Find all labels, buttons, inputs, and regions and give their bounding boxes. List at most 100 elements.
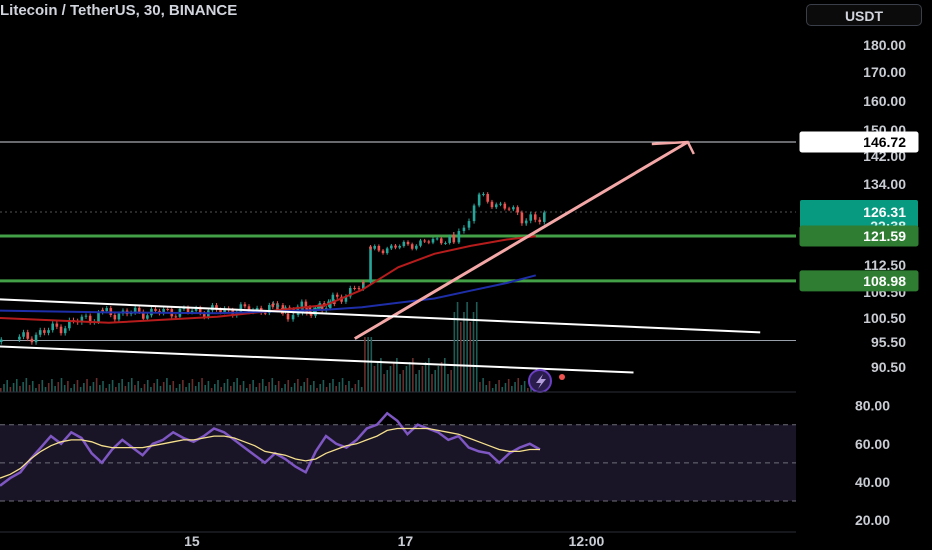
volume-bar [300,386,302,392]
volume-bar [166,378,168,392]
volume-bar [47,383,50,392]
volume-bar [277,381,280,392]
volume-bar [191,379,194,392]
currency-button[interactable]: USDT [806,4,922,26]
candle [113,315,117,320]
volume-bar [41,380,44,392]
candle [357,288,361,290]
volume-bar [354,384,357,392]
rsi-tick-label: 60.00 [855,436,890,452]
candle [296,306,300,313]
candle [286,313,290,320]
volume-bar [229,386,232,392]
volume-bar [463,312,465,392]
candle [482,193,485,195]
volume-bar [287,380,290,392]
candle [457,231,461,243]
candle [84,315,88,317]
volume-bar [92,382,95,392]
candle [51,323,55,331]
candle [524,220,528,223]
volume-bar [233,382,235,392]
volume-bar [495,384,497,392]
candle [154,308,157,311]
candle [190,310,194,313]
candle [68,320,71,329]
candle [419,240,422,246]
candle [381,250,385,254]
volume-bar [89,386,92,392]
volume-bar [214,384,216,392]
candle [117,313,121,320]
volume-bar [428,358,430,392]
volume-bar [376,362,379,392]
candle [0,339,3,342]
ma-slow-line [0,274,537,315]
volume-bar [95,378,98,392]
chart-title: Litecoin / TetherUS, 30, BINANCE [0,2,238,19]
candle [398,246,401,248]
candle [415,245,418,249]
candle [423,240,426,242]
candle [472,205,476,222]
volume-bar [130,378,133,392]
candle [186,307,190,313]
rsi-tick-label: 20.00 [855,512,890,528]
volume-bar [169,385,171,392]
volume-bar [76,380,79,392]
volume-bar [443,358,446,392]
alert-dot-icon [559,374,565,380]
candle [304,301,308,308]
volume-bar [418,370,421,392]
volume-bar [220,387,222,392]
volume-bar [383,374,385,392]
volume-bar [421,366,424,392]
candle [97,312,100,322]
volume-bar [313,381,315,392]
volume-bar [159,386,162,392]
volume-bar [389,366,392,392]
volume-bar [447,374,449,392]
volume-bar [15,379,18,392]
volume-bar [434,370,436,392]
volume-bar [415,374,417,392]
candle [34,334,38,343]
volume-bar [239,385,242,392]
candle [328,301,332,309]
volume-bar [57,382,60,392]
rsi-tick-label: 80.00 [855,398,890,414]
volume-bar [249,384,251,392]
volume-bar [504,383,507,392]
candle [63,328,67,334]
volume-bar [9,387,12,392]
candle [543,212,546,222]
volume-bar [297,379,299,392]
volume-bar [469,322,472,392]
volume-bar [102,381,104,392]
volume-bar [118,383,120,392]
volume-bar [255,387,258,392]
volume-bar [83,383,85,392]
volume-bar [450,370,452,392]
candle [268,305,271,313]
ma-fast-line [0,235,536,324]
candle [440,238,443,244]
volume-bar [236,378,238,392]
candle [88,315,92,323]
candle [448,236,451,243]
candle [247,306,251,313]
volume-bar [201,378,203,392]
volume-bar [332,379,334,392]
volume-bar [472,312,475,392]
volume-bar [303,382,306,392]
candle [322,303,326,305]
current-price-tag-box [800,200,918,232]
target-price-tag-box [799,131,919,153]
candle [503,203,507,209]
volume-bar [523,381,526,392]
volume-bar [485,385,488,392]
candle [30,338,34,343]
candle [300,301,304,307]
volume-bars [0,302,542,392]
